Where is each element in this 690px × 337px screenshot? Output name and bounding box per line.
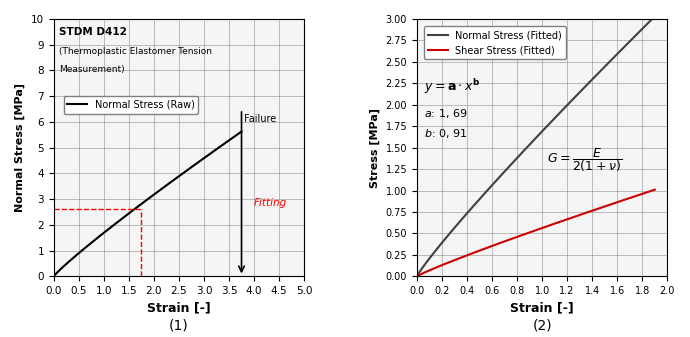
Shear Stress (Fitted)	[651, 188, 659, 192]
Shear Stress (Fitted)	[558, 219, 566, 223]
Shear Stress (Fitted)	[553, 220, 562, 224]
Normal Stress (Fitted)	[413, 274, 421, 278]
Normal Stress (Fitted)	[613, 52, 622, 56]
Text: (Thermoplastic Elastomer Tension: (Thermoplastic Elastomer Tension	[59, 47, 212, 56]
Normal Stress (Raw)	[50, 274, 59, 278]
Line: Shear Stress (Fitted): Shear Stress (Fitted)	[417, 190, 655, 276]
Text: Measurement): Measurement)	[59, 65, 124, 74]
Text: Failure: Failure	[244, 114, 276, 124]
X-axis label: Strain [-]: Strain [-]	[510, 302, 574, 315]
Line: Normal Stress (Raw): Normal Stress (Raw)	[54, 131, 241, 276]
Shear Stress (Fitted)	[413, 274, 421, 278]
Text: $y = \mathbf{a} \cdot x^{\mathbf{b}}$: $y = \mathbf{a} \cdot x^{\mathbf{b}}$	[424, 77, 480, 96]
Text: (2): (2)	[532, 319, 552, 333]
Text: Fitting: Fitting	[254, 197, 287, 208]
Normal Stress (Fitted)	[558, 108, 566, 112]
Y-axis label: Normal Stress [MPa]: Normal Stress [MPa]	[15, 83, 26, 212]
Legend: Normal Stress (Fitted), Shear Stress (Fitted): Normal Stress (Fitted), Shear Stress (Fi…	[424, 26, 566, 59]
Text: $G = \dfrac{E}{2(1+\nu)}$: $G = \dfrac{E}{2(1+\nu)}$	[547, 147, 622, 175]
Normal Stress (Fitted)	[554, 112, 562, 116]
Shear Stress (Fitted)	[613, 200, 622, 204]
Normal Stress (Raw)	[161, 184, 170, 188]
Normal Stress (Raw)	[208, 150, 216, 154]
Normal Stress (Fitted)	[651, 14, 659, 19]
X-axis label: Strain [-]: Strain [-]	[147, 302, 210, 315]
Line: Normal Stress (Fitted): Normal Stress (Fitted)	[417, 17, 655, 276]
Shear Stress (Fitted)	[413, 274, 422, 278]
Normal Stress (Raw)	[50, 274, 58, 278]
Text: $\mathit{a}$: 1, 69: $\mathit{a}$: 1, 69	[424, 107, 468, 120]
Text: STDM D412: STDM D412	[59, 27, 126, 37]
Text: (1): (1)	[169, 319, 189, 333]
Text: $\mathit{b}$: 0, 91: $\mathit{b}$: 0, 91	[424, 127, 468, 141]
Normal Stress (Raw)	[220, 142, 228, 146]
Shear Stress (Fitted)	[629, 195, 637, 199]
Y-axis label: Stress [MPa]: Stress [MPa]	[370, 108, 380, 188]
Normal Stress (Fitted)	[413, 273, 422, 277]
Normal Stress (Raw)	[164, 182, 172, 186]
Shear Stress (Fitted)	[554, 220, 562, 224]
Normal Stress (Raw)	[237, 129, 246, 133]
Normal Stress (Fitted)	[553, 113, 562, 117]
Legend: Normal Stress (Raw): Normal Stress (Raw)	[63, 96, 199, 114]
Normal Stress (Raw)	[161, 184, 169, 188]
Normal Stress (Fitted)	[629, 37, 637, 41]
